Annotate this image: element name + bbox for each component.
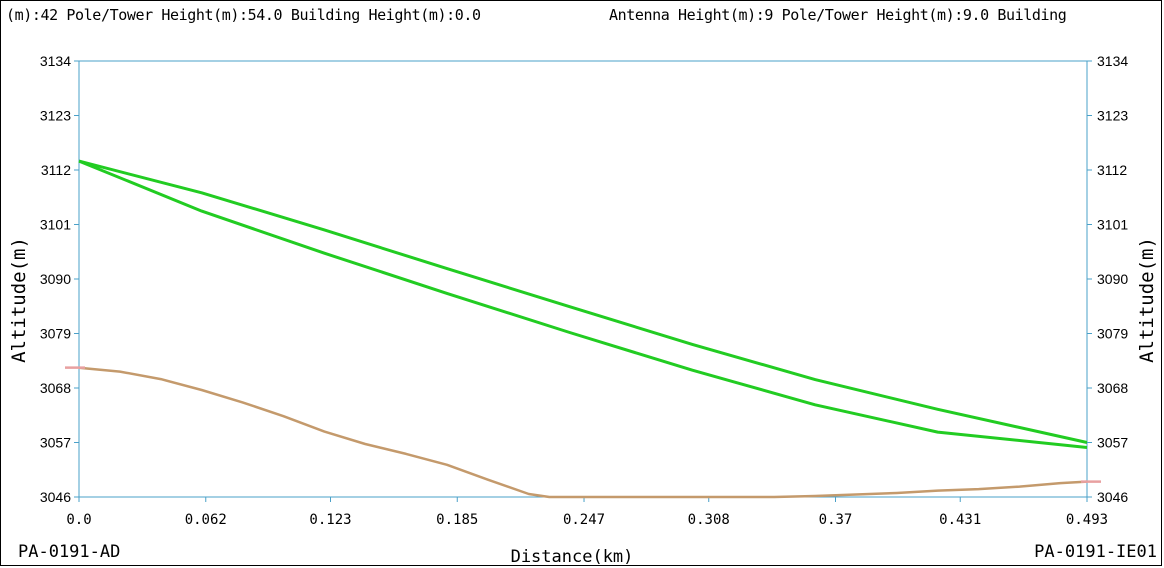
y-tick-label-left: 3090 <box>40 271 71 287</box>
series-layer <box>65 159 1101 499</box>
y-tick-label-right: 3123 <box>1097 108 1128 124</box>
y-tick-label-left: 3046 <box>40 489 71 505</box>
x-axis-ticks: 0.0 0.062 0.123 0.185 0.247 0.308 0.37 0.431 0.4… <box>66 497 1108 528</box>
x-tick-label: 0.37 <box>819 512 853 528</box>
y-tick-label-right: 3112 <box>1097 162 1127 178</box>
start-site-label: PA-0191-AD <box>18 542 120 562</box>
y-tick-label-left: 3057 <box>40 435 71 451</box>
end-site-label: PA-0191-IE01 <box>1034 542 1157 562</box>
y-tick-label-right: 3101 <box>1097 217 1128 233</box>
y-tick-label-left: 3123 <box>40 108 71 124</box>
y-tick-label-left: 3101 <box>40 217 71 233</box>
fresnel-zone-lower-line <box>78 159 1088 449</box>
y-tick-label-left: 3134 <box>40 53 71 69</box>
y-tick-label-left: 3112 <box>41 162 71 178</box>
y-tick-label-left: 3079 <box>40 326 71 342</box>
y-tick-label-right: 3090 <box>1097 271 1128 287</box>
x-axis-label: Distance(km) <box>511 547 634 567</box>
y-tick-label-right: 3079 <box>1097 326 1128 342</box>
y-tick-label-right: 3068 <box>1097 380 1128 396</box>
x-tick-label: 0.0 <box>66 512 91 528</box>
x-tick-label: 0.062 <box>185 512 227 528</box>
left-y-axis-ticks: 3134 3123 3112 3101 3090 3079 3068 3057 3046 <box>40 53 79 505</box>
end-site-antenna-info: Antenna Height(m):9 Pole/Tower Height(m)… <box>609 6 1067 24</box>
y-tick-label-left: 3068 <box>40 380 71 396</box>
x-tick-label: 0.123 <box>309 512 351 528</box>
y-tick-label-right: 3134 <box>1097 53 1128 69</box>
x-tick-label: 0.308 <box>688 512 730 528</box>
x-tick-label: 0.247 <box>563 512 605 528</box>
y-axis-label-left: Altitude(m) <box>8 237 30 363</box>
terrain-profile-line <box>78 366 1088 499</box>
y-tick-label-right: 3046 <box>1097 489 1128 505</box>
x-tick-label: 0.493 <box>1066 512 1108 528</box>
fresnel-zone-upper-line <box>78 159 1088 444</box>
x-tick-label: 0.185 <box>436 512 478 528</box>
y-tick-label-right: 3057 <box>1097 435 1128 451</box>
y-axis-label-right: Altitude(m) <box>1136 237 1158 363</box>
start-site-antenna-info: (m):42 Pole/Tower Height(m):54.0 Buildin… <box>6 6 481 24</box>
x-tick-label: 0.431 <box>939 512 981 528</box>
right-y-axis-ticks: 3134 3123 3112 3101 3090 3079 3068 3057 3046 <box>1087 53 1128 505</box>
